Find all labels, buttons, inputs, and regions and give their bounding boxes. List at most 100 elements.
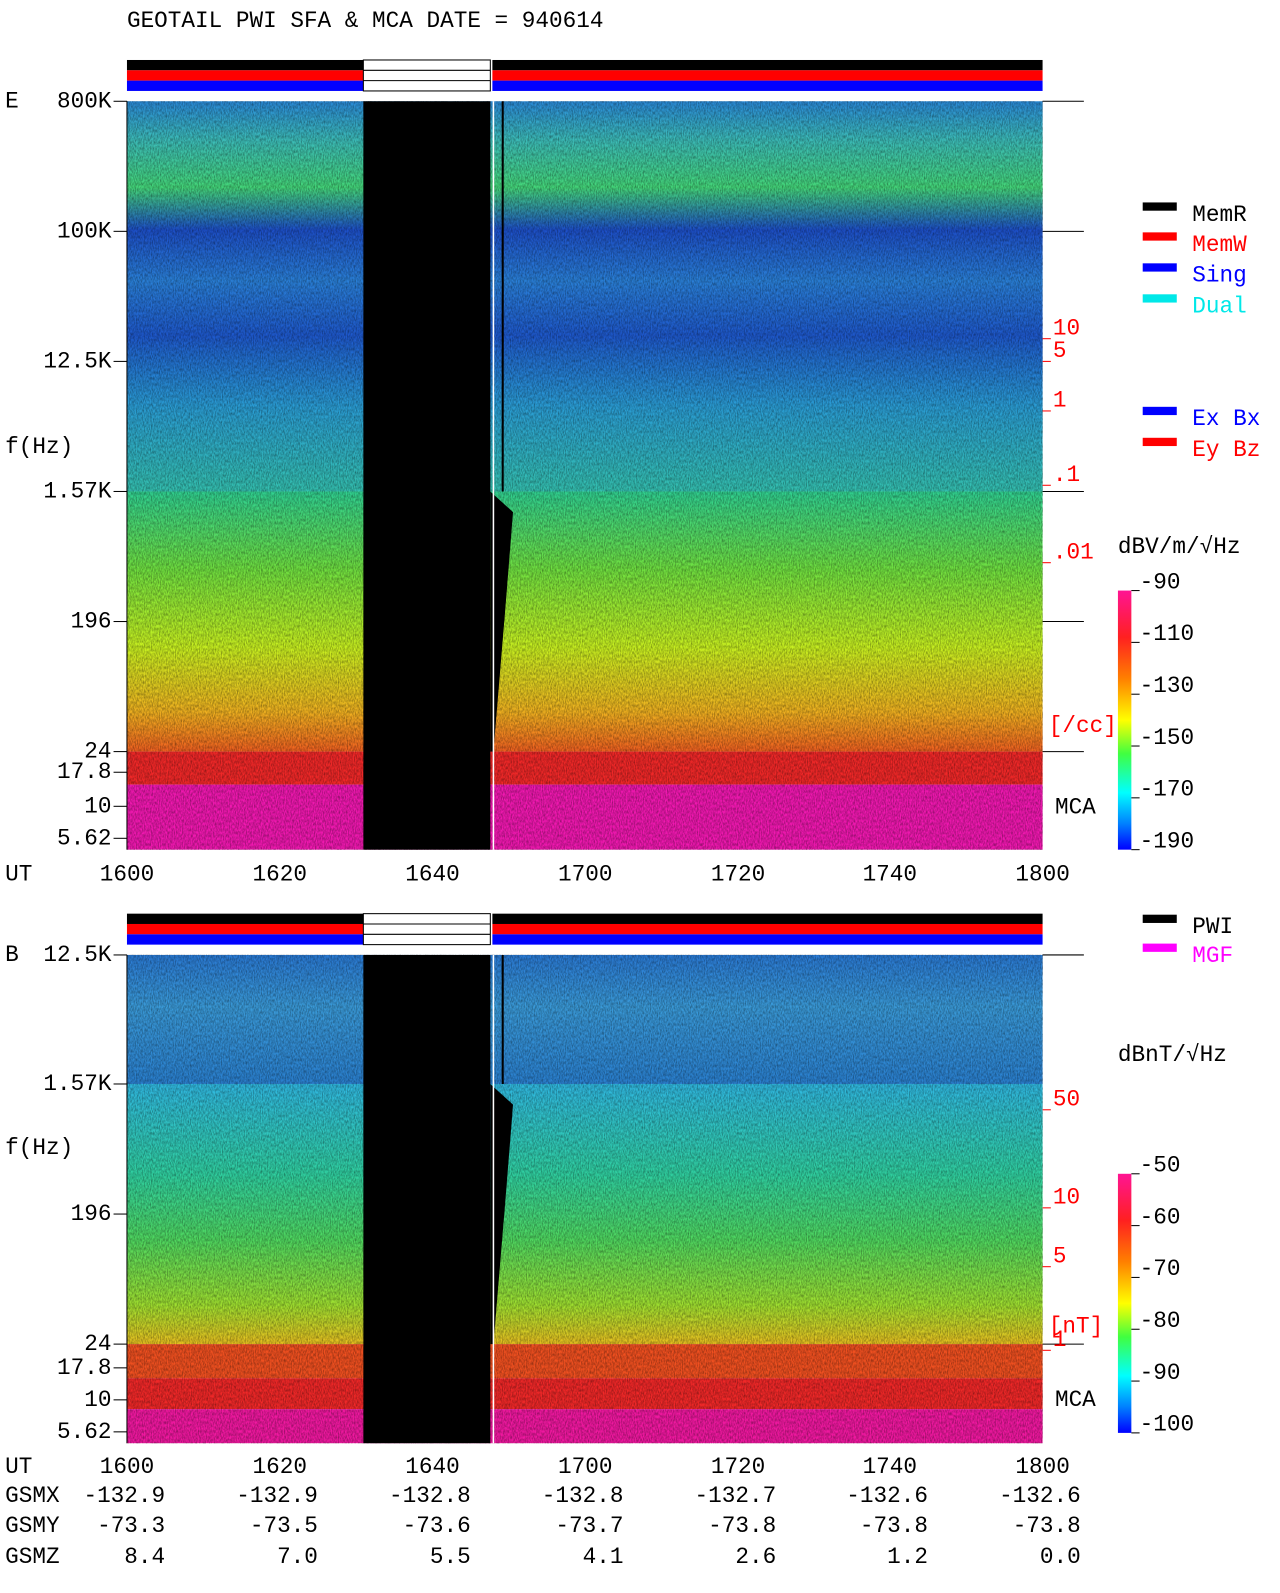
panel-label: E — [5, 88, 19, 114]
colorbar-tick-label: -130 — [1140, 673, 1194, 699]
y-tick-label: 10 — [84, 793, 111, 819]
density-tick-label: 1 — [1053, 388, 1067, 414]
orbit-value: -73.8 — [708, 1513, 776, 1539]
orbit-value: -73.5 — [250, 1513, 318, 1539]
x-tick-label: 1720 — [711, 1454, 765, 1480]
colorbar-tick-label: -190 — [1140, 828, 1194, 854]
status-bar — [126, 923, 364, 935]
spectrogram-noise — [126, 954, 1043, 1444]
mca-label: MCA — [1055, 794, 1096, 820]
orbit-label: GSMZ — [5, 1544, 59, 1570]
colorbar-tick-label: -80 — [1140, 1308, 1181, 1334]
status-bar — [492, 913, 1043, 924]
orbit-label: GSMY — [5, 1513, 60, 1539]
y-tick-label: 17.8 — [57, 1355, 111, 1381]
orbit-value: -132.8 — [389, 1483, 471, 1509]
status-gap — [362, 59, 491, 92]
colorbar-unit: dBV/m/√Hz — [1118, 534, 1241, 560]
orbit-value: -73.7 — [555, 1513, 623, 1539]
density-tick-label: 1 — [1053, 1327, 1067, 1353]
legend-label: MGF — [1192, 943, 1233, 969]
y-tick-label: 24 — [84, 1331, 111, 1357]
legend-label: MemW — [1192, 232, 1247, 258]
colorbar — [1117, 590, 1132, 850]
x-tick-label: 1720 — [711, 861, 765, 887]
y-tick-label: 1.57K — [43, 1071, 111, 1097]
density-tick-label: [/cc] — [1049, 713, 1117, 739]
density-tick-label: [nT] — [1049, 1314, 1103, 1340]
x-tick-label: 1800 — [1015, 861, 1069, 887]
x-tick-label: 1740 — [863, 1454, 917, 1480]
spectrogram-noise — [126, 101, 1043, 850]
y-tick-label: 12.5K — [43, 942, 111, 968]
status-bar — [126, 70, 364, 81]
orbit-value: -73.3 — [97, 1513, 165, 1539]
orbit-value: -73.8 — [860, 1513, 928, 1539]
x-tick-label: 1800 — [1015, 1454, 1069, 1480]
x-tick-label: 1620 — [253, 861, 307, 887]
x-tick-label: 1600 — [100, 861, 154, 887]
status-bar — [126, 59, 364, 71]
density-tick-label: 10 — [1053, 315, 1080, 341]
orbit-value: -132.7 — [695, 1483, 777, 1509]
y-tick-label: 17.8 — [57, 759, 111, 785]
y-tick-label: 12.5K — [43, 348, 111, 374]
colorbar-tick-label: -60 — [1140, 1204, 1181, 1230]
status-bar — [492, 80, 1043, 91]
density-tick-label: 5 — [1053, 338, 1067, 364]
legend-swatch — [1142, 232, 1177, 241]
orbit-value: 2.6 — [735, 1544, 776, 1570]
y-axis-label: f(Hz) — [5, 1135, 73, 1161]
x-tick-label: 1700 — [558, 1454, 612, 1480]
x-tick-label: 1600 — [100, 1454, 154, 1480]
data-gap-edge — [490, 491, 514, 752]
density-tick-label: 50 — [1053, 1086, 1080, 1112]
data-gap — [363, 101, 491, 850]
orbit-value: -132.9 — [83, 1483, 165, 1509]
x-tick-label: 1640 — [405, 1454, 459, 1480]
colorbar-unit: dBnT/√Hz — [1118, 1042, 1227, 1068]
legend-swatch — [1142, 437, 1177, 447]
chart-title: GEOTAIL PWI SFA & MCA DATE = 940614 — [127, 8, 604, 34]
orbit-value: 5.5 — [430, 1544, 471, 1570]
x-tick-label: 1700 — [558, 861, 612, 887]
status-bar — [492, 934, 1043, 945]
panel-label: B — [5, 942, 19, 968]
status-bar — [492, 59, 1043, 71]
y-tick-label: 10 — [84, 1387, 111, 1413]
density-tick-label: .1 — [1053, 462, 1080, 488]
orbit-label: GSMX — [5, 1483, 60, 1509]
status-bar — [126, 934, 364, 945]
y-tick-label: 800K — [57, 88, 112, 114]
x-tick-label: 1740 — [863, 861, 917, 887]
orbit-value: -132.6 — [846, 1483, 928, 1509]
orbit-value: -73.6 — [403, 1513, 471, 1539]
status-bar — [126, 913, 364, 924]
legend-swatch — [1142, 202, 1177, 211]
x-tick-label: 1620 — [253, 1454, 307, 1480]
y-tick-label: 5.62 — [57, 825, 111, 851]
orbit-value: 4.1 — [583, 1544, 624, 1570]
legend-label: Ey Bz — [1192, 437, 1260, 463]
orbit-value: 7.0 — [277, 1544, 318, 1570]
colorbar-tick-label: -70 — [1140, 1256, 1181, 1282]
orbit-value: -73.8 — [1013, 1513, 1081, 1539]
colorbar-tick-label: -170 — [1140, 777, 1194, 803]
y-tick-label: 196 — [71, 609, 112, 635]
x-axis-label: UT — [5, 1454, 32, 1480]
data-gap-edge — [490, 1083, 514, 1345]
orbit-value: -132.8 — [542, 1483, 624, 1509]
legend-swatch — [1142, 406, 1177, 416]
colorbar-tick-label: -90 — [1140, 1360, 1181, 1386]
density-tick-label: .01 — [1053, 539, 1094, 565]
legend-label: Dual — [1192, 294, 1246, 320]
orbit-value: -132.6 — [999, 1483, 1081, 1509]
y-tick-label: 1.57K — [43, 478, 111, 504]
mca-label: MCA — [1055, 1387, 1096, 1413]
status-bar — [126, 80, 364, 91]
y-axis-label: f(Hz) — [5, 434, 73, 460]
orbit-value: 1.2 — [887, 1544, 928, 1570]
legend-swatch — [1142, 943, 1177, 952]
status-gap — [362, 913, 491, 946]
